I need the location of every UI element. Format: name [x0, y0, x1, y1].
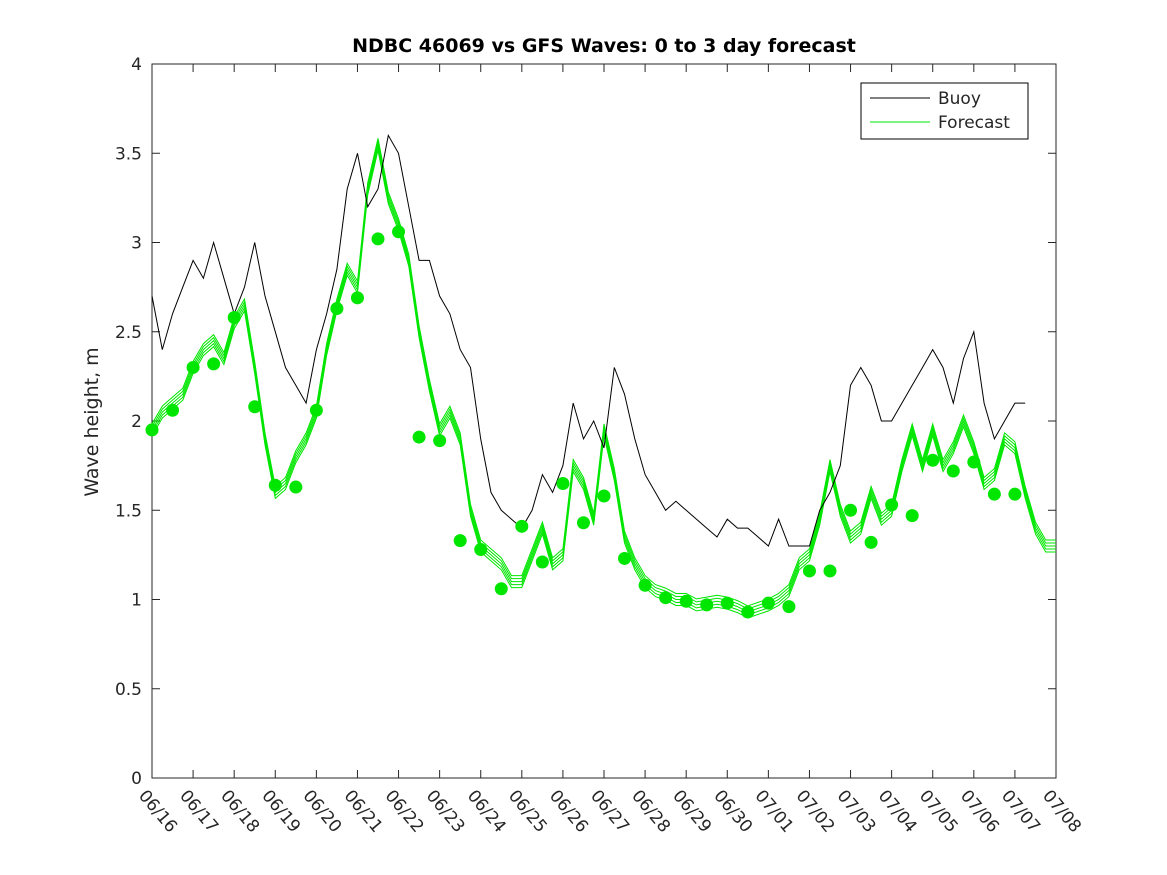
- y-tick-label: 4: [131, 55, 142, 75]
- forecast-marker: [289, 480, 303, 494]
- forecast-marker: [145, 423, 159, 437]
- forecast-marker: [741, 605, 755, 619]
- chart-title: NDBC 46069 vs GFS Waves: 0 to 3 day fore…: [352, 35, 856, 57]
- x-tick-label: 06/30: [709, 786, 756, 836]
- y-axis-label: Wave height, m: [81, 347, 103, 496]
- forecast-marker: [494, 582, 508, 596]
- x-tick-label: 07/02: [792, 786, 839, 836]
- forecast-marker: [946, 464, 960, 478]
- forecast-marker: [659, 591, 673, 605]
- forecast-marker: [720, 596, 734, 610]
- forecast-marker: [433, 434, 447, 448]
- forecast-marker: [207, 357, 221, 371]
- forecast-marker: [515, 519, 529, 533]
- forecast-marker: [535, 555, 549, 569]
- x-tick-label: 07/05: [915, 786, 962, 836]
- forecast-marker: [392, 225, 406, 239]
- forecast-marker: [453, 534, 467, 548]
- forecast-marker: [679, 594, 693, 608]
- x-tick-label: 06/29: [668, 786, 715, 836]
- x-tick-label: 06/25: [504, 786, 551, 836]
- x-tick-label: 06/19: [257, 786, 304, 836]
- x-tick-label: 07/01: [751, 786, 798, 836]
- x-tick-label: 07/03: [833, 786, 880, 836]
- buoy-line: [151, 133, 1026, 547]
- forecast-marker: [844, 503, 858, 517]
- x-tick-label: 06/17: [175, 786, 222, 836]
- forecast-marker: [268, 478, 282, 492]
- y-tick-label: 3: [131, 234, 142, 254]
- y-tick-label: 2.5: [115, 323, 142, 343]
- forecast-marker: [350, 291, 364, 305]
- y-tick-label: 1.5: [115, 501, 142, 521]
- forecast-line-3: [151, 144, 1056, 613]
- y-tick-label: 1: [131, 591, 142, 611]
- forecast-line-4: [151, 147, 1056, 616]
- forecast-marker: [474, 543, 488, 557]
- forecast-marker: [864, 535, 878, 549]
- forecast-marker: [309, 403, 323, 417]
- legend-box: [860, 82, 1029, 140]
- forecast-marker: [885, 498, 899, 512]
- plot-frame: [151, 63, 1057, 779]
- forecast-marker: [967, 455, 981, 469]
- plot-area: 00.511.522.533.5406/1606/1706/1806/1906/…: [115, 55, 1085, 837]
- y-tick-label: 0.5: [115, 680, 142, 700]
- x-tick-label: 07/04: [874, 786, 921, 836]
- forecast-marker: [1008, 487, 1022, 501]
- x-tick-label: 07/07: [997, 786, 1044, 836]
- forecast-marker: [371, 232, 385, 246]
- forecast-marker: [412, 430, 426, 444]
- forecast-line-5: [151, 150, 1056, 619]
- forecast-marker: [761, 596, 775, 610]
- forecast-marker: [576, 516, 590, 530]
- forecast-marker: [597, 489, 611, 503]
- forecast-marker: [926, 453, 940, 467]
- forecast-line-1: [151, 138, 1056, 607]
- x-tick-label: 07/06: [956, 786, 1003, 836]
- legend: Buoy Forecast: [860, 82, 1029, 140]
- forecast-marker: [987, 487, 1001, 501]
- y-tick-label: 0: [131, 769, 142, 789]
- y-tick-label: 2: [131, 412, 142, 432]
- x-tick-label: 06/27: [586, 786, 633, 836]
- x-tick-label: 06/23: [422, 786, 469, 836]
- x-tick-label: 06/24: [463, 786, 510, 836]
- forecast-marker: [186, 360, 200, 374]
- x-tick-label: 06/26: [545, 786, 592, 836]
- forecast-marker: [905, 509, 919, 523]
- forecast-line-2: [151, 141, 1056, 610]
- legend-buoy-label: Buoy: [938, 89, 981, 109]
- forecast-marker: [166, 403, 180, 417]
- x-tick-label: 06/28: [627, 786, 674, 836]
- x-tick-label: 06/16: [134, 786, 181, 836]
- x-tick-label: 06/20: [299, 786, 346, 836]
- forecast-marker: [700, 598, 714, 612]
- forecast-marker: [556, 476, 570, 490]
- forecast-marker: [802, 564, 816, 578]
- forecast-marker: [638, 578, 652, 592]
- y-tick-label: 3.5: [115, 144, 142, 164]
- forecast-marker: [618, 551, 632, 565]
- forecast-marker: [782, 600, 796, 614]
- x-tick-label: 06/22: [381, 786, 428, 836]
- x-tick-label: 06/18: [216, 786, 263, 836]
- forecast-marker: [227, 310, 241, 324]
- forecast-marker: [330, 302, 344, 316]
- x-tick-label: 07/08: [1038, 786, 1085, 836]
- forecast-marker: [823, 564, 837, 578]
- x-tick-label: 06/21: [340, 786, 387, 836]
- legend-forecast-label: Forecast: [938, 113, 1010, 133]
- forecast-marker: [248, 400, 262, 414]
